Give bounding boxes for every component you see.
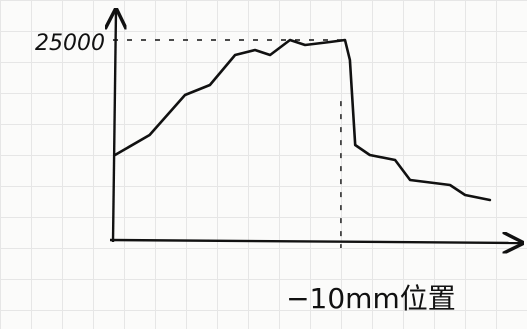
chart: 25000 −10mm位置 — [0, 0, 527, 329]
y-tick-label: 25000 — [35, 31, 105, 56]
data-line — [115, 40, 490, 200]
x-axis — [110, 240, 522, 243]
y-axis — [113, 10, 116, 242]
annotation: −10mm位置 — [286, 282, 456, 315]
